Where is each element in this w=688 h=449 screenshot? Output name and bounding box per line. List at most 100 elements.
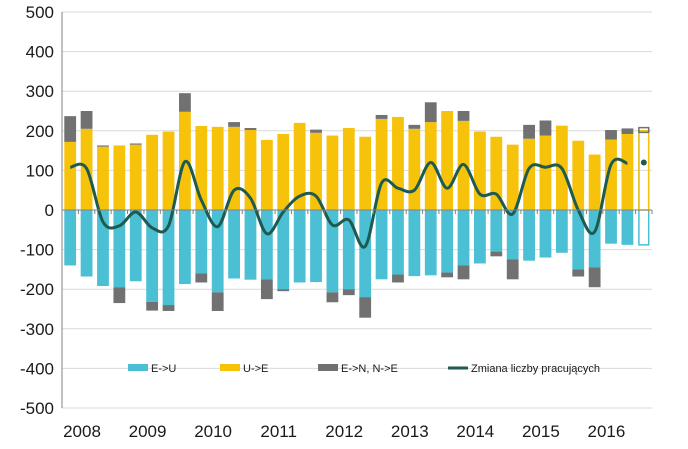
bar-e-n-neg bbox=[113, 287, 126, 304]
bar-e-n-pos bbox=[310, 129, 322, 133]
legend-label: E->U bbox=[151, 363, 176, 375]
bar-u-e bbox=[506, 144, 519, 210]
bar-u-e bbox=[64, 141, 77, 210]
bar-e-n-neg bbox=[506, 259, 519, 280]
bar-e-u bbox=[424, 210, 437, 276]
bar-e-n-pos bbox=[424, 102, 437, 123]
bar-e-u bbox=[195, 210, 208, 274]
bar-e-u bbox=[113, 210, 126, 288]
bar-e-u bbox=[523, 210, 535, 261]
bar-e-u bbox=[555, 210, 568, 253]
bar-u-e bbox=[375, 118, 388, 210]
bar-e-u bbox=[572, 210, 585, 270]
bar-e-n-neg bbox=[490, 251, 503, 257]
bar-e-u bbox=[359, 210, 372, 298]
bar-u-e bbox=[342, 128, 355, 210]
line-layer bbox=[69, 157, 647, 249]
forecast-bar-outline-top bbox=[638, 126, 650, 134]
bar-e-n-pos bbox=[64, 116, 77, 142]
bar-u-e bbox=[621, 133, 634, 210]
bar-e-u bbox=[490, 210, 503, 252]
bar-e-u bbox=[293, 210, 306, 283]
bar-u-e bbox=[293, 122, 306, 210]
x-year-label: 2015 bbox=[522, 422, 560, 441]
bar-u-e bbox=[310, 132, 322, 210]
bar-e-u bbox=[228, 210, 240, 279]
bar-e-n-neg bbox=[441, 272, 454, 278]
bar-u-e bbox=[572, 140, 585, 210]
x-year-label: 2012 bbox=[325, 422, 363, 441]
bar-e-n-neg bbox=[359, 297, 372, 318]
forecast-point bbox=[640, 159, 647, 166]
bar-u-e bbox=[129, 144, 142, 210]
bar-u-e bbox=[441, 111, 454, 210]
x-year-label: 2009 bbox=[129, 422, 167, 441]
bar-e-n-neg bbox=[195, 273, 208, 283]
bar-e-u bbox=[277, 210, 290, 290]
bar-e-n-pos bbox=[621, 128, 634, 134]
x-year-label: 2014 bbox=[456, 422, 494, 441]
legend-swatch bbox=[220, 364, 240, 371]
bar-u-e bbox=[195, 126, 208, 210]
y-tick-label: 400 bbox=[26, 43, 54, 62]
bar-u-e bbox=[474, 131, 486, 210]
bar-e-n-pos bbox=[129, 143, 142, 145]
bar-e-n-pos bbox=[457, 111, 470, 121]
bar-u-e bbox=[228, 126, 240, 210]
bar-e-n-pos bbox=[80, 111, 93, 129]
line-zmiana-liczby-pracujacych bbox=[69, 157, 628, 249]
x-year-label: 2016 bbox=[588, 422, 626, 441]
bar-e-u bbox=[474, 210, 486, 264]
bar-u-e bbox=[244, 130, 257, 210]
bar-e-u bbox=[97, 210, 109, 287]
legend-label: U->E bbox=[243, 363, 268, 375]
bar-e-u bbox=[179, 210, 191, 285]
bar-u-e bbox=[162, 131, 175, 210]
bar-e-u bbox=[211, 210, 224, 293]
y-tick-label: 200 bbox=[26, 122, 54, 141]
bar-u-e bbox=[326, 135, 339, 210]
bar-e-u bbox=[588, 210, 601, 268]
bars bbox=[64, 93, 650, 318]
bar-u-e bbox=[605, 139, 617, 210]
bar-e-n-pos bbox=[97, 145, 109, 147]
legend-swatch bbox=[128, 364, 148, 371]
bar-e-n-pos bbox=[523, 124, 535, 139]
bar-e-u bbox=[605, 210, 617, 244]
bar-u-e bbox=[277, 133, 290, 210]
bar-e-n-neg bbox=[162, 305, 175, 311]
y-tick-label: -100 bbox=[20, 241, 54, 260]
bar-e-n-neg bbox=[572, 269, 585, 277]
legend-swatch bbox=[318, 364, 338, 371]
y-tick-label: -500 bbox=[20, 399, 54, 418]
bar-e-u bbox=[64, 210, 77, 266]
bar-e-u bbox=[375, 210, 388, 280]
legend-label: Zmiana liczby pracujących bbox=[471, 363, 600, 375]
bar-e-n-neg bbox=[260, 279, 273, 300]
bar-e-n-neg bbox=[342, 289, 355, 296]
bar-u-e bbox=[392, 116, 404, 210]
bar-e-n-pos bbox=[408, 124, 421, 129]
bar-e-u bbox=[621, 210, 634, 245]
bar-u-e bbox=[523, 138, 535, 210]
bar-u-e bbox=[539, 135, 552, 210]
bar-u-e bbox=[97, 146, 109, 210]
x-year-label: 2008 bbox=[63, 422, 101, 441]
bar-e-u bbox=[392, 210, 404, 275]
bar-e-u bbox=[441, 210, 454, 273]
bar-u-e bbox=[146, 134, 159, 210]
bar-e-u bbox=[539, 210, 552, 258]
legend-label: E->N, N->E bbox=[341, 363, 398, 375]
bar-e-u bbox=[260, 210, 273, 280]
legend: E->U U->E E->N, N->E Zmiana liczby pracując… bbox=[128, 363, 600, 375]
y-tick-label: -300 bbox=[20, 320, 54, 339]
bar-e-n-pos bbox=[539, 120, 552, 136]
bar-e-u bbox=[457, 210, 470, 266]
bar-u-e bbox=[359, 136, 372, 210]
y-tick-label: 500 bbox=[26, 3, 54, 22]
bar-e-n-pos bbox=[375, 114, 388, 119]
bar-e-u bbox=[342, 210, 355, 290]
bar-e-n-neg bbox=[326, 292, 339, 303]
bar-e-n-pos bbox=[244, 128, 257, 131]
